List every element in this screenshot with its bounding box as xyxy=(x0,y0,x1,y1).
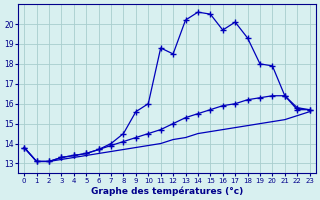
X-axis label: Graphe des températures (°c): Graphe des températures (°c) xyxy=(91,186,243,196)
